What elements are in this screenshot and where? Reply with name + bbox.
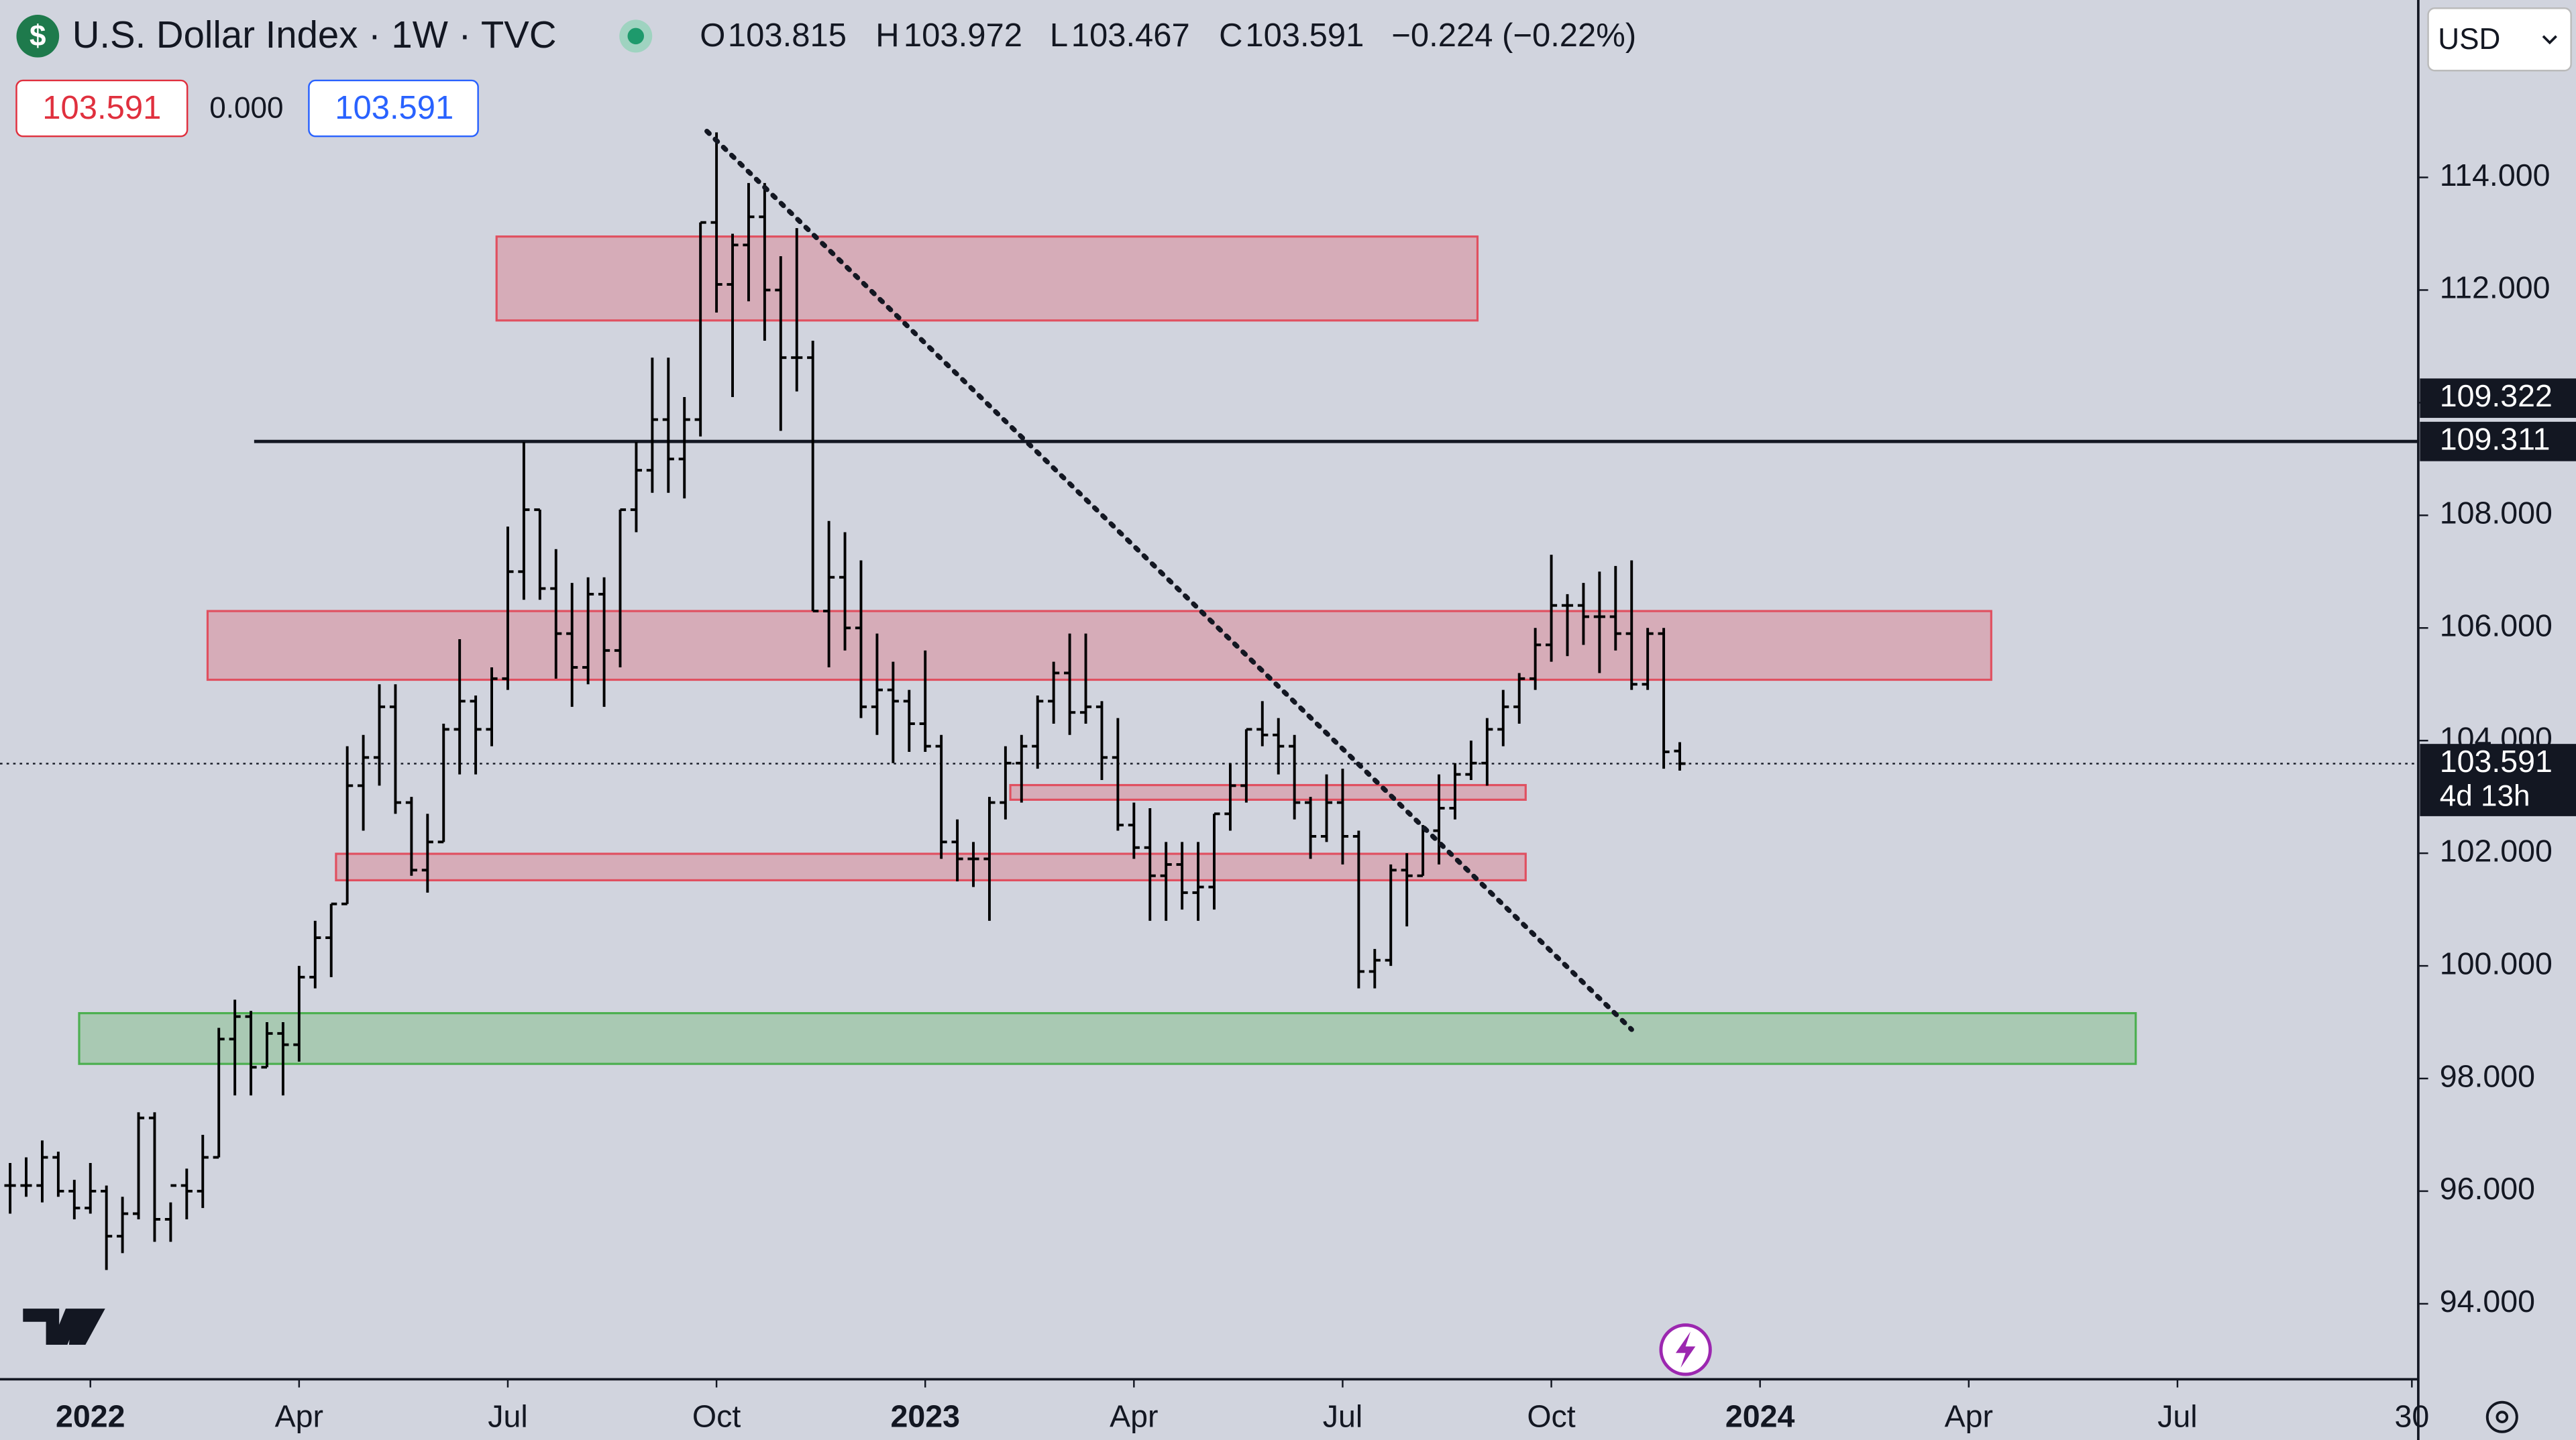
x-tick-label: Jul — [488, 1398, 527, 1433]
ohlc-value: 103.591 — [1245, 17, 1364, 54]
change: −0.224 (−0.22%) — [1391, 17, 1636, 54]
price-label: 103.591 — [2440, 744, 2553, 779]
price-label-box — [2420, 421, 2576, 461]
y-tick-label: 96.000 — [2440, 1171, 2535, 1206]
y-tick-label: 106.000 — [2440, 608, 2553, 643]
status-dot — [627, 27, 644, 45]
plot — [0, 128, 2418, 1270]
x-tick-label: Apr — [1945, 1398, 1993, 1433]
zone — [78, 1012, 2137, 1065]
spread: 0.000 — [209, 92, 283, 125]
y-tick-label: 102.000 — [2440, 833, 2553, 868]
sell-price: 103.591 — [42, 90, 161, 126]
y-tick-label: 114.000 — [2440, 158, 2551, 192]
tv-logo[interactable] — [23, 1309, 105, 1345]
symbol-title[interactable]: U.S. Dollar Index · 1W · TVC — [72, 13, 557, 56]
x-tick-label: 2023 — [890, 1398, 960, 1433]
ohlc-label: H — [875, 17, 899, 54]
settings-icon — [2496, 1410, 2509, 1424]
zone — [495, 235, 1479, 322]
y-tick-label: 98.000 — [2440, 1058, 2535, 1093]
price-label: 109.311 — [2440, 422, 2551, 457]
buy-button[interactable] — [308, 79, 479, 137]
price-label: 109.322 — [2440, 378, 2553, 413]
x-tick-label: 2024 — [1725, 1398, 1795, 1433]
x-tick-label: Oct — [1527, 1398, 1575, 1433]
ohlc-value: 103.815 — [728, 17, 847, 54]
currency: USD — [2438, 23, 2500, 56]
x-tick-label: Jul — [1323, 1398, 1362, 1433]
ohlc-label: O — [700, 17, 725, 54]
trendline — [704, 128, 1634, 1032]
currency-select[interactable] — [2427, 7, 2572, 72]
ohlc-label: L — [1050, 17, 1068, 54]
dropdown-arrow — [2542, 35, 2557, 45]
x-tick-label: Apr — [275, 1398, 323, 1433]
ohlc-value: 103.467 — [1071, 17, 1190, 54]
zone — [206, 610, 1992, 681]
ohlc-value: 103.972 — [904, 17, 1022, 54]
symbol-icon[interactable] — [16, 15, 60, 58]
y-tick-label: 108.000 — [2440, 496, 2553, 531]
symbol-icon-glyph: $ — [30, 19, 46, 52]
x-tick-label: Oct — [692, 1398, 741, 1433]
buy-price: 103.591 — [335, 90, 453, 126]
price-label-box — [2420, 378, 2576, 419]
ohlc-label: C — [1219, 17, 1242, 54]
x-tick-label: Jul — [2157, 1398, 2197, 1433]
lightning-icon — [1675, 1331, 1696, 1368]
x-tick-label: 2022 — [56, 1398, 125, 1433]
price-label-box — [2420, 744, 2576, 816]
zone — [335, 852, 1527, 882]
y-tick-label: 100.000 — [2440, 946, 2553, 981]
x-tick-label: 30 — [2394, 1398, 2429, 1433]
zone — [1009, 783, 1527, 801]
sell-button[interactable] — [15, 79, 189, 137]
countdown: 4d 13h — [2440, 780, 2530, 813]
x-tick-label: Apr — [1110, 1398, 1158, 1433]
y-tick-label: 112.000 — [2440, 270, 2551, 305]
y-tick-label: 94.000 — [2440, 1284, 2535, 1319]
settings-icon[interactable] — [2485, 1400, 2518, 1433]
